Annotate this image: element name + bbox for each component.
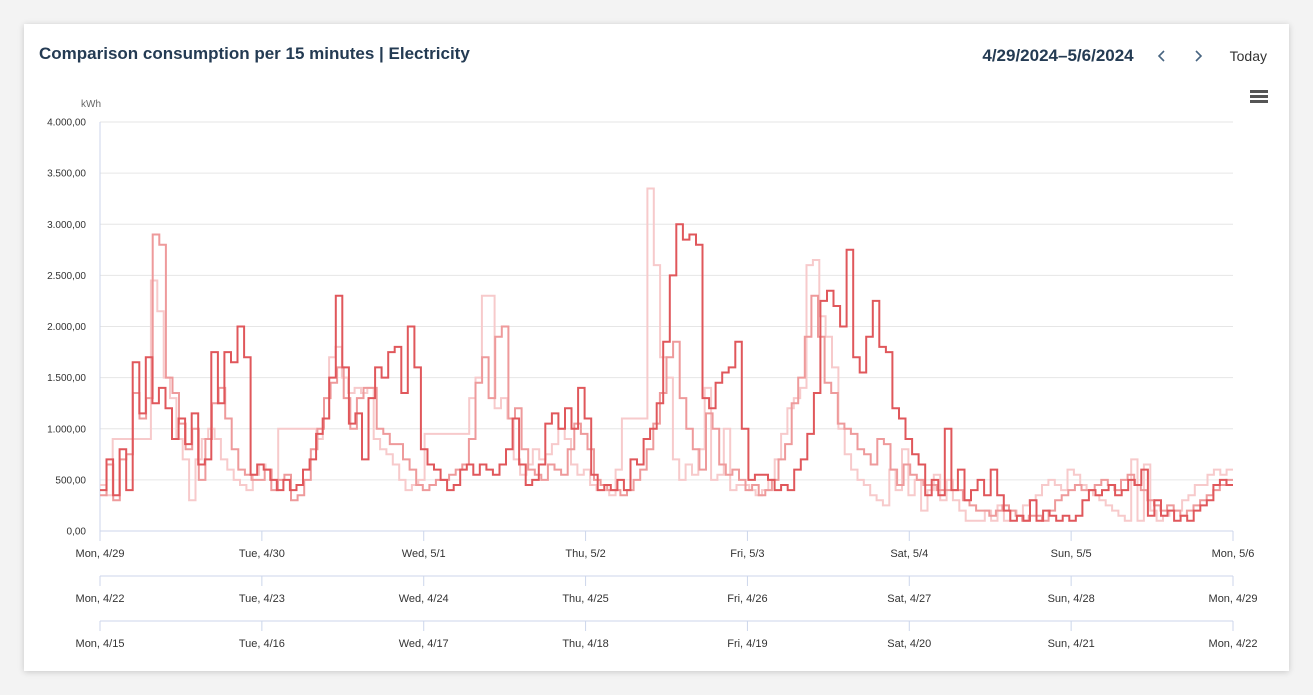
chevron-left-icon [1157, 50, 1165, 62]
today-button[interactable]: Today [1229, 48, 1267, 64]
series-line [100, 223, 1233, 522]
y-tick-label: 3.500,00 [47, 169, 86, 180]
x-tick-label: Sun, 4/28 [1048, 593, 1095, 605]
x-tick-label: Tue, 4/30 [239, 548, 285, 560]
hamburger-menu-icon[interactable] [1250, 90, 1268, 104]
y-tick-label: 1.000,00 [47, 424, 86, 435]
x-tick-label: Thu, 4/18 [562, 638, 608, 650]
date-navigation: 4/29/2024–5/6/2024 Today [982, 44, 1267, 68]
x-tick-label: Mon, 4/15 [76, 638, 125, 650]
x-tick-label: Wed, 4/24 [399, 593, 449, 605]
x-tick-label: Sun, 4/21 [1048, 638, 1095, 650]
x-tick-label: Thu, 5/2 [565, 548, 605, 560]
y-tick-label: 3.000,00 [47, 220, 86, 231]
x-tick-label: Mon, 4/29 [1209, 593, 1258, 605]
x-tick-label: Fri, 4/26 [727, 593, 767, 605]
chart-card: Comparison consumption per 15 minutes | … [24, 24, 1289, 671]
y-tick-label: 1.500,00 [47, 373, 86, 384]
x-tick-label: Mon, 4/22 [1209, 638, 1258, 650]
y-tick-label: 2.500,00 [47, 271, 86, 282]
x-tick-label: Fri, 4/19 [727, 638, 767, 650]
y-tick-label: 4.000,00 [47, 118, 86, 129]
next-period-button[interactable] [1185, 44, 1211, 68]
previous-period-button[interactable] [1149, 44, 1175, 68]
chevron-right-icon [1195, 50, 1202, 62]
x-tick-label: Sat, 5/4 [890, 548, 928, 560]
y-tick-label: 0,00 [67, 527, 87, 538]
x-tick-label: Tue, 4/16 [239, 638, 285, 650]
x-tick-label: Thu, 4/25 [562, 593, 608, 605]
x-tick-label: Fri, 5/3 [730, 548, 764, 560]
chart-title: Comparison consumption per 15 minutes | … [39, 44, 470, 63]
x-tick-label: Sat, 4/20 [887, 638, 931, 650]
x-tick-label: Wed, 4/17 [399, 638, 449, 650]
x-tick-label: Sun, 5/5 [1051, 548, 1092, 560]
y-tick-label: 2.000,00 [47, 322, 86, 333]
series-line [100, 187, 1233, 522]
x-tick-label: Sat, 4/27 [887, 593, 931, 605]
y-tick-label: 500,00 [55, 475, 86, 486]
date-range-label: 4/29/2024–5/6/2024 [982, 46, 1134, 65]
x-tick-label: Mon, 5/6 [1212, 548, 1255, 560]
x-tick-label: Tue, 4/23 [239, 593, 285, 605]
y-axis-unit-label: kWh [81, 99, 101, 110]
x-tick-label: Wed, 5/1 [402, 548, 446, 560]
x-tick-label: Mon, 4/29 [76, 548, 125, 560]
consumption-chart: 0,00 500,00 1.000,00 1.500,00 2.000,00 2.500,… [47, 99, 1258, 650]
x-tick-label: Mon, 4/22 [76, 593, 125, 605]
